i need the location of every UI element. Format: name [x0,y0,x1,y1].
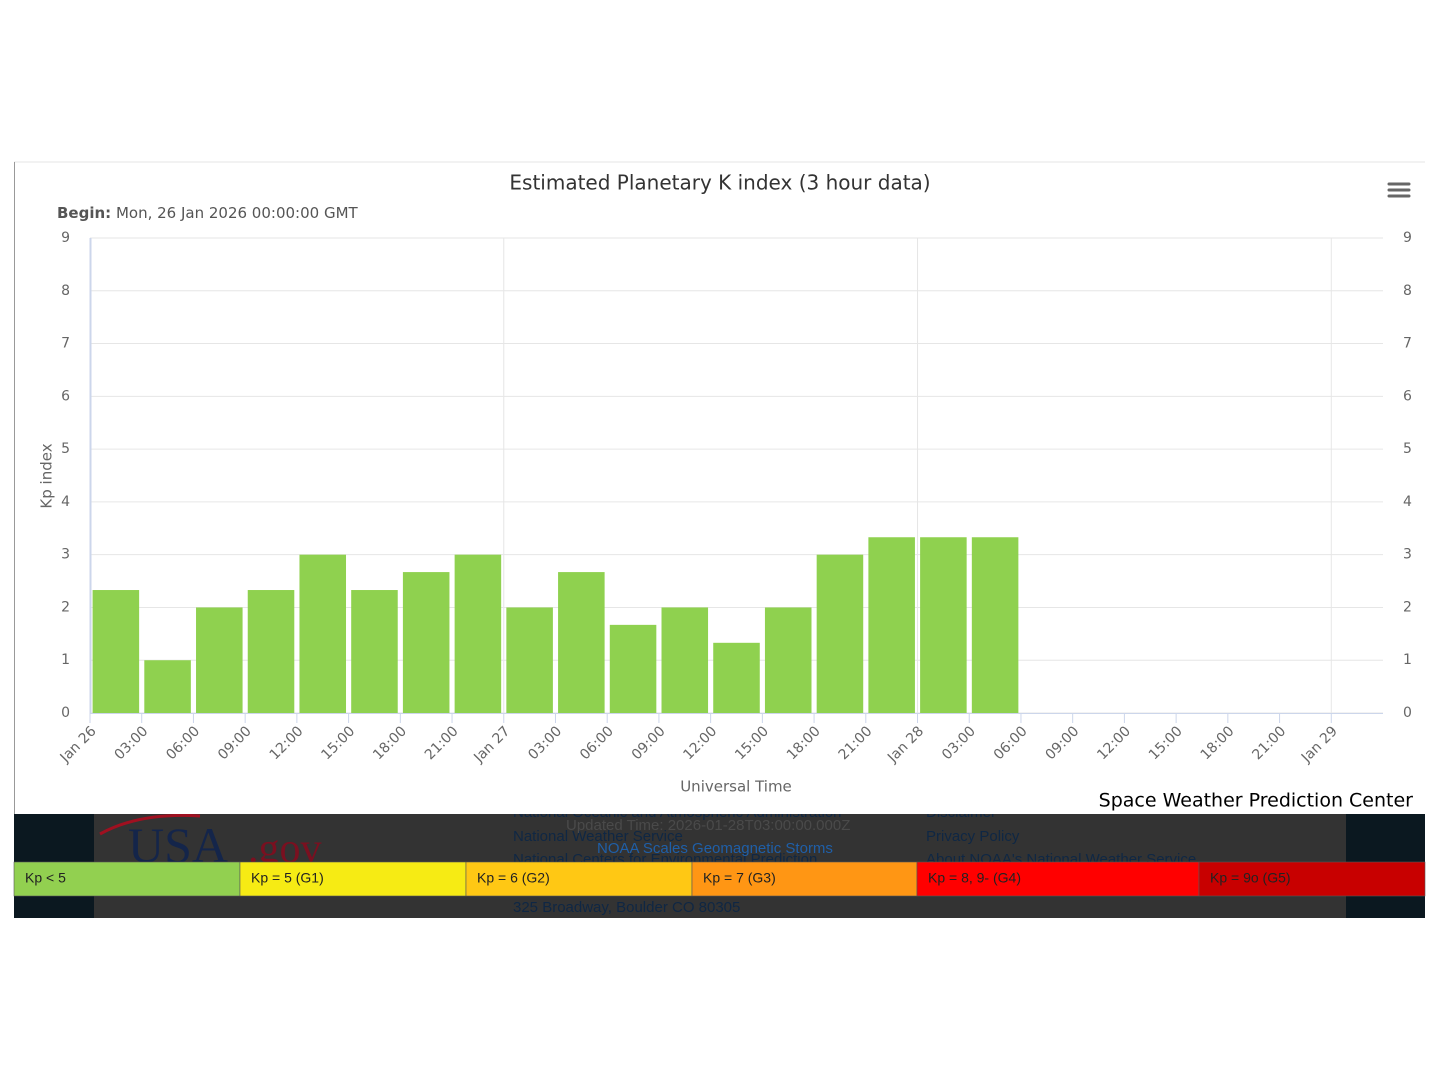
bar [144,660,191,713]
agency-line: National Weather Service [513,828,683,845]
y2-tick-label: 1 [1403,652,1412,668]
footer-link[interactable]: Privacy Policy [926,828,1020,845]
bar [920,537,967,713]
y-tick-label: 9 [61,230,70,246]
legend-text: Kp = 8, 9- (G4) [928,870,1021,886]
legend-box [691,861,918,897]
legend-text: Kp = 5 (G1) [251,870,324,886]
legend-text: Kp = 7 (G3) [703,870,776,886]
agency-line: 325 Broadway, Boulder CO 80305 [513,899,740,916]
bar [971,537,1019,713]
subtitle-label: Begin: [57,204,111,222]
bar [713,642,760,713]
legend-text: Kp = 6 (G2) [477,870,550,886]
bar [402,572,450,713]
chart-panel [14,162,1425,814]
legend-text: Kp < 5 [25,870,66,886]
y2-tick-label: 6 [1403,388,1412,404]
scales-link[interactable]: NOAA Scales Geomagnetic Storms [597,840,833,857]
y2-tick-label: 4 [1403,494,1412,510]
y-tick-label: 0 [61,705,70,721]
chart-title: Estimated Planetary K index (3 hour data… [509,171,930,195]
y2-tick-label: 0 [1403,705,1412,721]
updated-time: Updated Time: 2026-01-28T03:00:00.000Z [566,817,850,834]
bar [299,554,347,713]
bar [868,537,915,713]
y2-tick-label: 3 [1403,547,1412,563]
y-axis-title: Kp index [38,443,56,508]
y2-tick-label: 9 [1403,230,1412,246]
bar [506,607,553,713]
y2-tick-label: 8 [1403,283,1412,299]
legend-box [239,861,467,897]
y-tick-label: 6 [61,388,70,404]
bar [351,590,398,713]
legend-box [916,861,1200,897]
bar [764,607,812,713]
bar [816,554,864,713]
footer: USA .gov National Oceanic and Atmospheri… [14,804,1425,918]
y2-tick-label: 7 [1403,336,1412,352]
scale-legend: Kp < 5 Kp = 5 (G1) Kp = 6 (G2) Kp = 7 (G3) K… [13,861,1426,897]
legend-box [1198,861,1426,897]
bar [92,590,140,713]
bar [661,607,709,713]
bar [454,554,502,713]
legend-text: Kp = 9o (G5) [1210,870,1291,886]
y2-tick-label: 2 [1403,599,1412,615]
y-tick-label: 3 [61,547,70,563]
logo-swoosh [99,813,201,836]
bar [196,607,243,713]
legend-box [13,861,241,897]
y2-tick-label: 5 [1403,441,1412,457]
subtitle-value: Mon, 26 Jan 2026 00:00:00 GMT [116,204,359,222]
y-tick-label: 5 [61,441,70,457]
y-tick-label: 1 [61,652,70,668]
bar [247,590,295,713]
y-tick-label: 4 [61,494,70,510]
menu-button[interactable] [1387,182,1411,198]
bar [558,572,605,713]
chart-subtitle: Begin: Mon, 26 Jan 2026 00:00:00 GMT [57,204,359,222]
y-tick-label: 7 [61,336,70,352]
y-tick-label: 2 [61,599,70,615]
y-tick-label: 8 [61,283,70,299]
x-axis-title: Universal Time [680,778,792,796]
credit: Space Weather Prediction Center [1099,790,1414,812]
bar [609,624,657,713]
